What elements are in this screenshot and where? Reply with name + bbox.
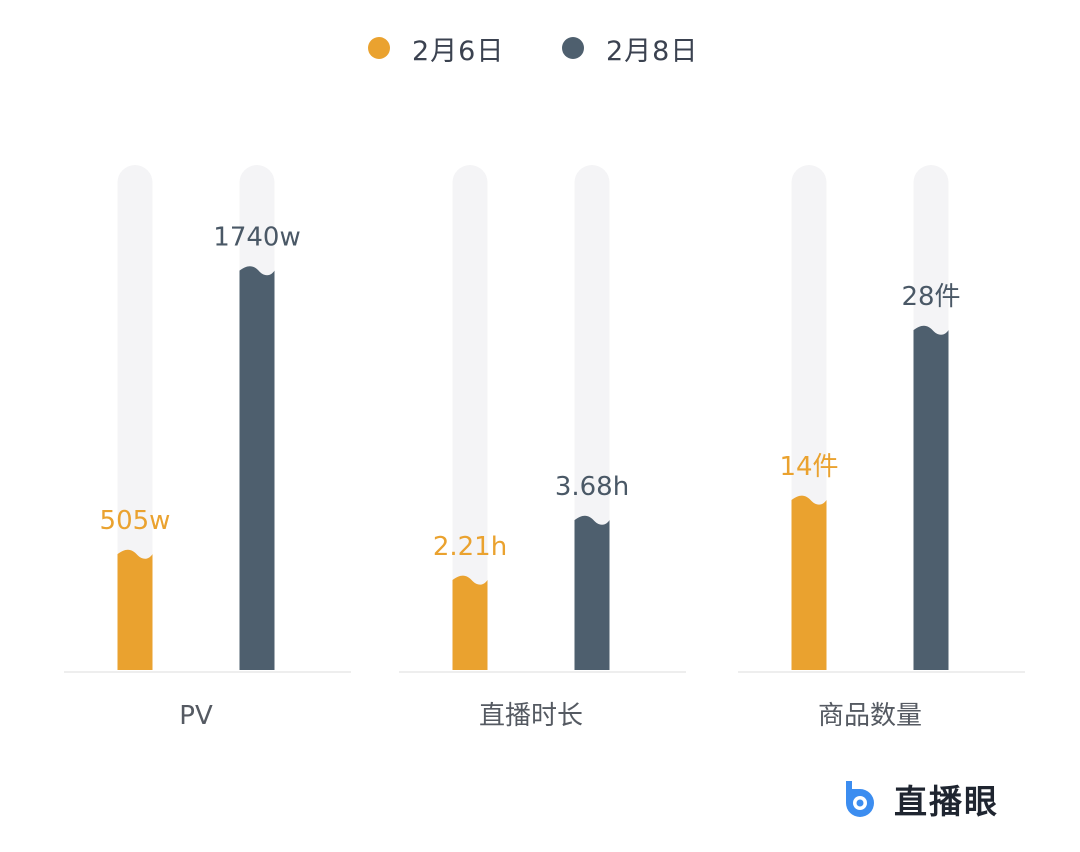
- bar-value-label: 14件: [779, 452, 838, 482]
- brand-name: 直播眼: [894, 782, 999, 821]
- legend-item-feb6[interactable]: 2月6日: [368, 26, 504, 70]
- bar-feb6: [117, 549, 153, 670]
- category-label: 商品数量: [818, 701, 922, 731]
- legend-item-feb8[interactable]: 2月8日: [562, 26, 698, 70]
- bar-feb8: [239, 266, 275, 670]
- bar-value-label: 2.21h: [433, 532, 507, 562]
- chart-legend: 2月6日 2月8日: [0, 26, 1080, 70]
- legend-label: 2月6日: [412, 35, 505, 67]
- brand-watermark: 直播眼: [838, 774, 999, 824]
- bar-feb8: [913, 325, 949, 670]
- bar-feb6: [791, 495, 827, 670]
- bar-value-label: 28件: [901, 282, 960, 312]
- bar-value-label: 1740w: [213, 223, 300, 253]
- bar-feb6: [452, 575, 488, 670]
- legend-dot-icon: [562, 37, 584, 59]
- bar-track: [452, 165, 488, 670]
- bar-track: [117, 165, 153, 670]
- legend-label: 2月8日: [606, 35, 699, 67]
- bar-feb8: [574, 515, 610, 670]
- brand-b-logo-icon: [846, 781, 874, 817]
- bar-value-label: 3.68h: [555, 472, 629, 502]
- bar-value-label: 505w: [100, 506, 171, 536]
- category-label: 直播时长: [479, 701, 583, 731]
- category-label: PV: [179, 701, 213, 731]
- legend-dot-icon: [368, 37, 390, 59]
